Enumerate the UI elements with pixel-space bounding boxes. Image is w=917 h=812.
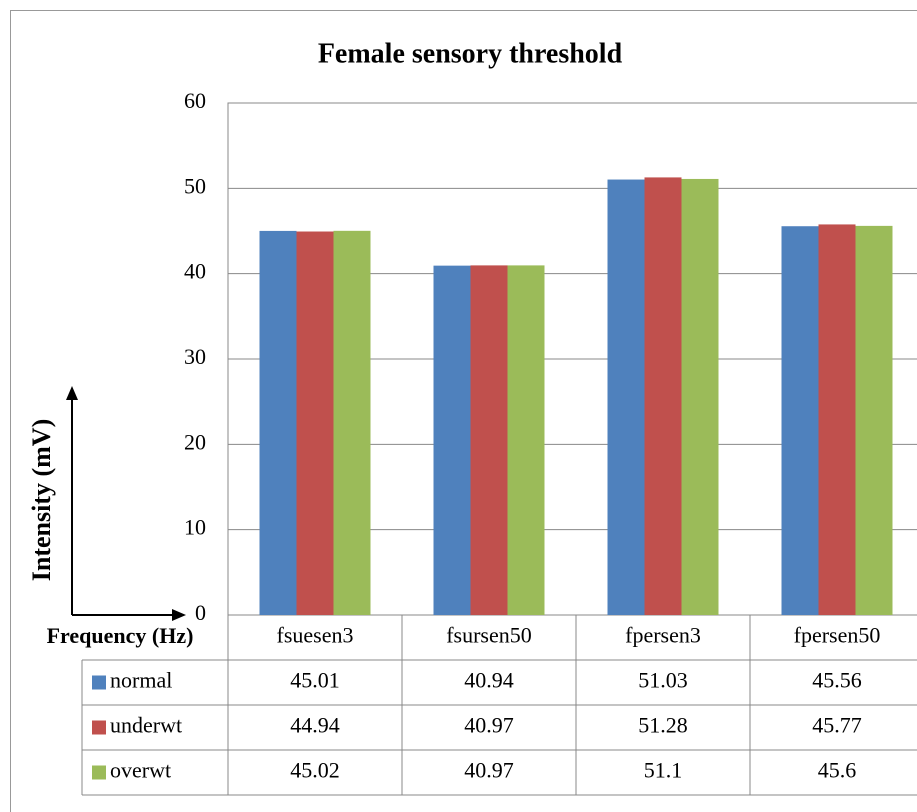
legend-swatch [92,675,106,690]
table-value: 45.77 [812,713,862,738]
legend-swatch [92,765,106,780]
x-tick-label: fsuesen3 [277,623,354,648]
table-value: 40.97 [464,713,514,738]
table-value: 51.28 [638,713,688,738]
y-tick-label: 60 [184,88,206,113]
bar [470,265,508,615]
y-tick-label: 30 [184,344,206,369]
bar [607,179,645,615]
legend-label: normal [110,668,172,693]
x-arrow-head [172,609,186,621]
bar [507,265,545,615]
bar [333,230,371,615]
bar [855,225,893,615]
table-value: 45.01 [290,668,340,693]
legend-label: underwt [110,713,182,738]
x-tick-label: fsursen50 [446,623,532,648]
table-value: 45.6 [818,758,857,783]
legend-label: overwt [110,758,171,783]
y-tick-label: 20 [184,429,206,454]
bar [781,226,819,616]
y-arrow-head [66,386,78,400]
bar [296,231,334,615]
y-tick-label: 40 [184,259,206,284]
bar [259,230,297,615]
table-value: 51.03 [638,668,688,693]
table-value: 45.56 [812,668,862,693]
x-tick-label: fpersen50 [794,623,881,648]
x-axis-label: Frequency (Hz) [47,623,194,648]
y-tick-label: 50 [184,173,206,198]
y-axis-label: Intensity (mV) [27,419,56,582]
bar [818,224,856,616]
chart-title: Female sensory threshold [318,38,623,69]
bar [681,178,719,616]
bar [433,265,471,615]
y-tick-label: 10 [184,515,206,540]
bar [644,177,682,616]
table-value: 40.94 [464,668,514,693]
y-tick-label: 0 [195,600,206,625]
table-value: 45.02 [290,758,340,783]
legend-swatch [92,720,106,735]
table-value: 40.97 [464,758,514,783]
table-value: 51.1 [644,758,683,783]
x-tick-label: fpersen3 [625,623,701,648]
table-value: 44.94 [290,713,340,738]
